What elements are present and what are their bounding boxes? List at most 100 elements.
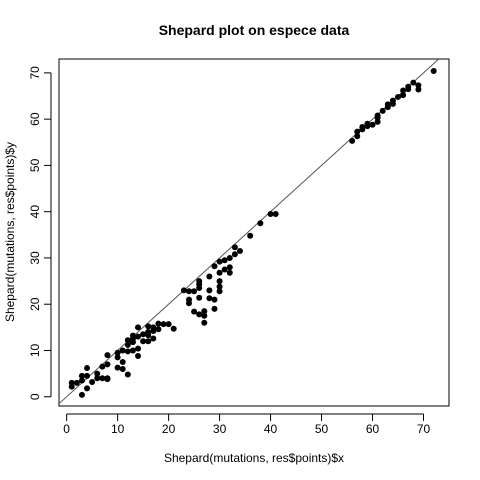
data-point: [135, 353, 142, 360]
data-point: [129, 339, 136, 346]
data-point: [405, 83, 412, 90]
data-point: [247, 232, 254, 239]
data-point: [226, 264, 233, 271]
x-tick-label: 10: [111, 422, 125, 436]
data-point: [135, 333, 142, 340]
data-point: [364, 120, 371, 127]
y-tick-label: 30: [28, 251, 42, 265]
data-point: [129, 347, 136, 354]
data-point: [272, 210, 279, 217]
data-point: [104, 361, 111, 368]
data-point: [180, 287, 187, 294]
y-tick-label: 60: [28, 112, 42, 126]
data-point: [211, 305, 218, 312]
data-point: [400, 87, 407, 94]
y-tick-label: 40: [28, 205, 42, 219]
data-point: [201, 312, 208, 319]
data-point: [84, 385, 91, 392]
data-point: [114, 349, 121, 356]
data-point: [216, 278, 223, 285]
data-point: [94, 370, 101, 377]
data-point: [196, 294, 203, 301]
data-point: [145, 323, 152, 330]
data-point: [216, 288, 223, 295]
data-point: [124, 341, 131, 348]
data-point: [216, 269, 223, 276]
data-point: [165, 321, 172, 328]
data-point: [186, 288, 192, 295]
data-point: [78, 372, 85, 379]
data-point: [114, 364, 121, 371]
data-point: [145, 332, 152, 339]
data-point: [78, 377, 85, 384]
x-tick-label: 50: [315, 422, 329, 436]
data-point: [206, 287, 213, 294]
x-tick-label: 0: [63, 422, 70, 436]
data-point: [369, 121, 376, 128]
data-point: [119, 347, 126, 354]
data-point: [226, 269, 233, 276]
y-axis-label: Shepard(mutations, res$points)$y: [3, 142, 17, 322]
data-point: [78, 391, 85, 398]
data-point: [201, 319, 208, 326]
data-point: [374, 112, 381, 119]
x-tick-label: 30: [213, 422, 227, 436]
data-point: [84, 365, 91, 372]
x-axis-label: Shepard(mutations, res$points)$x: [164, 451, 344, 465]
data-point: [104, 352, 111, 359]
data-point: [354, 128, 361, 135]
data-point: [216, 258, 223, 265]
x-tick-label: 70: [417, 422, 431, 436]
data-point: [94, 375, 101, 382]
data-point: [186, 296, 192, 303]
data-point: [170, 325, 177, 332]
data-point: [150, 328, 157, 335]
data-point: [124, 371, 131, 378]
points-layer: [68, 68, 437, 398]
plot-frame: [58, 58, 450, 407]
data-point: [201, 308, 208, 315]
data-point: [191, 308, 198, 315]
data-point: [68, 379, 75, 386]
data-point: [99, 363, 106, 370]
data-point: [84, 372, 91, 379]
data-point: [114, 354, 121, 361]
data-point: [211, 296, 218, 303]
data-point: [73, 379, 80, 386]
data-point: [155, 326, 162, 333]
data-point: [349, 137, 356, 144]
data-point: [400, 92, 407, 99]
data-point: [129, 332, 136, 339]
data-point: [140, 331, 147, 338]
data-point: [415, 82, 422, 89]
x-axis: 0 10 20 30 40 50 60 70: [63, 413, 431, 436]
data-point: [211, 263, 218, 270]
data-point: [160, 321, 167, 328]
y-tick-label: 10: [28, 343, 42, 357]
data-point: [196, 278, 203, 285]
y-tick-label: 50: [28, 158, 42, 172]
data-point: [236, 248, 243, 255]
data-point: [135, 324, 142, 331]
data-point: [221, 266, 228, 273]
data-point: [206, 295, 213, 302]
data-point: [216, 283, 223, 290]
data-point: [359, 124, 366, 131]
data-point: [196, 311, 203, 318]
x-tick-label: 60: [366, 422, 380, 436]
data-point: [379, 107, 386, 114]
data-point: [395, 93, 402, 100]
data-point: [155, 320, 162, 327]
data-point: [124, 348, 131, 355]
data-point: [99, 375, 106, 382]
data-point: [415, 86, 422, 93]
chart-title: Shepard plot on espece data: [159, 22, 350, 38]
x-tick-label: 40: [264, 422, 278, 436]
data-point: [354, 133, 361, 140]
data-point: [374, 118, 381, 125]
y-axis: 0 10 20 30 40 50 60 70: [28, 66, 52, 400]
data-point: [124, 337, 131, 344]
data-point: [221, 257, 228, 264]
data-point: [140, 338, 147, 345]
